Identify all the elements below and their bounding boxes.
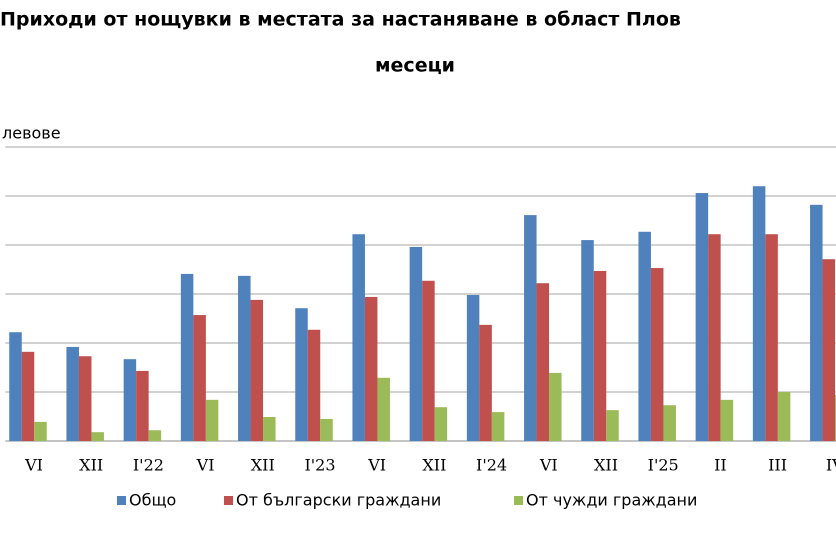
bar bbox=[606, 410, 619, 441]
bar bbox=[581, 240, 594, 441]
x-tick-label: XII bbox=[594, 456, 618, 475]
y-axis-label: левове bbox=[2, 124, 61, 143]
x-tick-label: VI bbox=[367, 456, 386, 475]
bar bbox=[777, 392, 791, 441]
legend-swatch bbox=[117, 496, 126, 505]
bar bbox=[34, 421, 47, 441]
x-tick-label: I'24 bbox=[476, 456, 507, 475]
x-tick-label: I'23 bbox=[304, 456, 335, 475]
bar bbox=[136, 370, 149, 441]
chart-subtitle: месеци bbox=[375, 55, 455, 77]
legend-label: От чужди граждани bbox=[526, 491, 697, 510]
bar bbox=[250, 299, 264, 441]
bar bbox=[752, 186, 766, 441]
x-tick-label: XII bbox=[79, 456, 103, 475]
bar bbox=[549, 372, 562, 441]
bar bbox=[708, 234, 721, 441]
x-tick-label: I'25 bbox=[648, 456, 679, 475]
bar bbox=[66, 346, 79, 441]
bar bbox=[810, 204, 823, 441]
bar bbox=[352, 234, 365, 441]
legend-swatch bbox=[514, 496, 523, 505]
bar bbox=[205, 399, 219, 441]
legend-label: От български граждани bbox=[236, 491, 441, 510]
bar bbox=[91, 432, 104, 441]
legend-swatch bbox=[224, 496, 233, 505]
x-tick-label: IV bbox=[826, 456, 836, 475]
x-tick-label: VI bbox=[196, 456, 215, 475]
bar bbox=[638, 231, 651, 441]
bar bbox=[491, 412, 505, 441]
bar bbox=[765, 234, 778, 441]
bar bbox=[364, 296, 378, 441]
bar bbox=[193, 315, 206, 441]
bar bbox=[524, 215, 537, 441]
bar bbox=[650, 268, 664, 441]
x-tick-label: II bbox=[714, 456, 727, 475]
bar bbox=[479, 324, 492, 441]
x-tick-label: III bbox=[768, 456, 787, 475]
bar bbox=[21, 351, 35, 441]
legend-label: Общо bbox=[129, 491, 176, 510]
x-tick-label: I'22 bbox=[133, 456, 164, 475]
bar bbox=[377, 377, 390, 441]
bar bbox=[593, 270, 607, 441]
x-tick-label: XII bbox=[251, 456, 275, 475]
chart-title: Приходи от нощувки в местата за настаняв… bbox=[0, 9, 681, 31]
bar bbox=[466, 294, 480, 441]
bar bbox=[238, 275, 251, 441]
x-tick-label: VI bbox=[539, 456, 558, 475]
bar bbox=[434, 407, 448, 441]
bar bbox=[320, 418, 333, 441]
bar bbox=[295, 308, 308, 441]
x-tick-label: XII bbox=[422, 456, 446, 475]
bar bbox=[78, 356, 92, 441]
bar bbox=[695, 193, 709, 441]
bar bbox=[123, 359, 137, 441]
bar bbox=[148, 430, 162, 441]
bar bbox=[422, 280, 435, 441]
bar bbox=[263, 416, 276, 441]
bar bbox=[536, 283, 550, 441]
bar bbox=[822, 259, 836, 441]
bar bbox=[663, 405, 676, 441]
bar bbox=[720, 399, 734, 441]
x-tick-label: VI bbox=[24, 456, 43, 475]
bar bbox=[409, 246, 423, 441]
bar bbox=[180, 273, 194, 441]
bar bbox=[9, 332, 22, 441]
bar bbox=[307, 329, 321, 441]
